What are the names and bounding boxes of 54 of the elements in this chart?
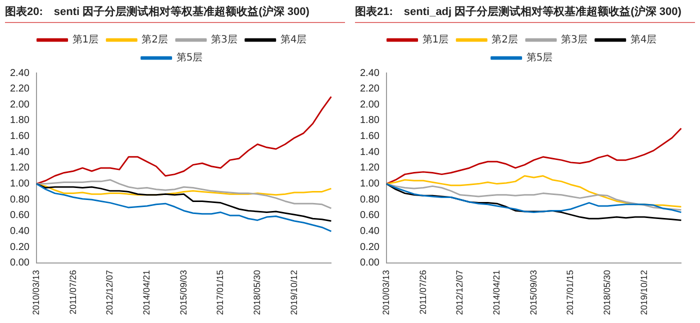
legend-label: 第2层 [142, 34, 168, 46]
x-tick-label: 2011/07/26 [418, 270, 428, 314]
y-tick-label: 1.60 [10, 131, 30, 142]
y-tick-label: 0.20 [10, 242, 30, 253]
y-tick-label: 0.00 [10, 258, 30, 269]
y-tick-label: 2.20 [360, 84, 380, 95]
x-tick-label: 2012/12/07 [104, 270, 115, 316]
y-tick-label: 0.60 [10, 210, 30, 222]
x-tick-label: 2010/03/13 [30, 270, 41, 316]
y-tick-label: 0.00 [360, 258, 380, 269]
legend-label: 第4层 [280, 34, 307, 46]
y-tick-label: 2.00 [10, 99, 30, 110]
legend-label: 第1层 [72, 34, 99, 46]
y-tick-label: 2.40 [360, 68, 380, 79]
y-tick-label: 0.60 [360, 210, 380, 222]
x-tick-label: 2014/04/21 [141, 270, 152, 316]
x-tick-label: 2019/10/12 [638, 270, 649, 316]
y-tick-label: 1.20 [360, 162, 380, 174]
legend-label: 第2层 [492, 34, 518, 46]
x-tick-label: 2019/10/12 [288, 270, 299, 316]
y-tick-label: 1.00 [10, 178, 30, 190]
x-tick-label: 2015/09/03 [178, 270, 188, 316]
x-tick-label: 2017/01/15 [565, 270, 576, 316]
y-tick-label: 1.60 [360, 131, 380, 142]
y-tick-label: 0.80 [10, 194, 30, 206]
x-tick-label: 2011/07/26 [68, 270, 78, 314]
x-tick-label: 2012/12/07 [454, 270, 465, 316]
x-tick-label: 2015/09/03 [528, 270, 538, 316]
legend-label: 第3层 [211, 34, 238, 46]
y-tick-label: 1.20 [10, 162, 30, 174]
legend-label: 第1层 [422, 34, 449, 46]
y-tick-label: 0.40 [360, 226, 380, 238]
legend-label: 第5层 [526, 52, 553, 64]
x-tick-label: 2010/03/13 [380, 270, 391, 316]
legend-label: 第4层 [630, 34, 657, 46]
y-tick-label: 2.40 [10, 68, 30, 79]
y-tick-label: 2.00 [360, 99, 380, 110]
x-tick-label: 2014/04/21 [491, 270, 502, 316]
legend-label: 第5层 [176, 52, 203, 64]
y-tick-label: 1.80 [10, 115, 30, 126]
y-tick-label: 0.80 [360, 194, 380, 206]
legend-label: 第3层 [561, 34, 588, 46]
y-tick-label: 2.20 [10, 84, 30, 95]
x-tick-label: 2018/05/30 [252, 270, 262, 316]
y-tick-label: 0.40 [10, 226, 30, 238]
x-tick-label: 2017/01/15 [215, 270, 226, 316]
chart-title: 图表20: senti 因子分层测试相对等权基准超额收益(沪深 300) [5, 0, 345, 23]
chart-title: 图表21: senti_adj 因子分层测试相对等权基准超额收益(沪深 300) [355, 0, 695, 23]
y-tick-label: 1.40 [360, 146, 380, 158]
y-tick-label: 0.20 [360, 242, 380, 253]
y-tick-label: 1.00 [360, 178, 380, 190]
x-tick-label: 2018/05/30 [602, 270, 612, 316]
y-tick-label: 1.40 [10, 146, 30, 158]
y-tick-label: 1.80 [360, 115, 380, 126]
